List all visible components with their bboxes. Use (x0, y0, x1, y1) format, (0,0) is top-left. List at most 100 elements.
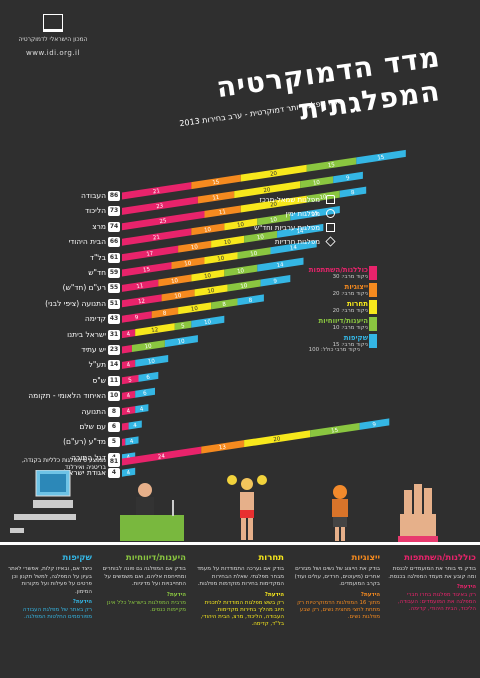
party-label: התנועה (81, 406, 106, 416)
bar-segment (122, 438, 126, 446)
party-label: דגל התורה (71, 452, 106, 462)
explanation-text: בודק את הייצוג של נשים ושל מגזרים אחרים … (294, 566, 380, 587)
bar-value-label: 21 (153, 188, 161, 195)
bar-segment (204, 205, 241, 218)
boxer-icon (227, 475, 267, 540)
party-score-badge: 4 (108, 468, 120, 479)
category-max-score: ניקוד מרבי: 20 (332, 291, 368, 297)
bar-segment (122, 294, 162, 308)
bar-segment (244, 230, 278, 243)
party-label: עם שלם (79, 422, 106, 431)
bar-value-label: 15 (327, 162, 335, 169)
party-score-badge: 11 (108, 375, 120, 386)
party-score-badge: 55 (108, 283, 120, 294)
category-swatch (369, 283, 377, 297)
party-score-badge: 61 (108, 252, 120, 263)
category-max-score: ניקוד מרבי: 15 (332, 342, 368, 348)
bar-segment (227, 279, 261, 292)
category-name: היענות/דיווחיות (318, 317, 368, 325)
bar-value-label: 10 (184, 261, 192, 268)
bar-segment (122, 345, 132, 354)
party-score-badge: 51 (108, 298, 120, 309)
bar-segment (122, 467, 136, 477)
politician-at-desk-icon (120, 483, 184, 541)
bar-value-label: 8 (222, 302, 227, 309)
bar-segment (234, 181, 301, 199)
bar-segment (191, 315, 225, 328)
category-max-score: ניקוד מרבי: 20 (332, 308, 368, 314)
category-swatch (369, 317, 377, 331)
bar-segment (135, 387, 155, 398)
party-score-badge: 23 (108, 345, 120, 355)
party-score-badge: 5 (108, 437, 120, 448)
party-score-badge: 66 (108, 237, 120, 248)
explanation-title: שקיפות (62, 553, 92, 563)
bar-segment (244, 430, 311, 448)
bar-segment (237, 294, 264, 306)
bar-segment (174, 320, 192, 331)
category-legend-item: שקיפות ניקוד מרבי: 15 (306, 334, 368, 360)
party-label: האיחוד הלאומי - תקומה (28, 391, 106, 401)
party-label: יש עתיד (81, 345, 106, 354)
bar-segment (240, 195, 307, 213)
bar-value-label: 4 (133, 423, 138, 430)
bar-segment (257, 213, 291, 226)
explanation-text: כיצד אם, ובאיזו קלות, אפשרי לאתר בעיון ע… (8, 566, 92, 595)
category-explanations: שקיפות כיצד אם, ובאיזו קלות, אפשרי לאתר … (0, 545, 480, 678)
bar-segment (131, 340, 165, 353)
bar-value-label: 10 (148, 358, 156, 365)
party-group-label: מפלגות ימין (285, 210, 320, 218)
bar-value-label: 5 (181, 323, 186, 330)
bar-value-label: 10 (204, 227, 212, 234)
bar-segment (158, 274, 192, 287)
bar-segment (260, 275, 291, 287)
bar-segment (211, 298, 238, 310)
category-name: שקיפות (343, 334, 368, 342)
bar-segment (204, 252, 238, 265)
bar-segment (122, 311, 152, 323)
bar-segment (161, 289, 195, 302)
bar-value-label: 14 (296, 228, 304, 235)
did-you-know-text: רק באתר של מפלגת העבודה מפורסמים החלטות … (22, 607, 92, 620)
did-you-know-heading: הידעת? (166, 591, 186, 598)
bar-value-label: 10 (174, 293, 182, 300)
bar-value-label: 10 (207, 288, 215, 295)
bar-segment (178, 302, 212, 315)
category-legend-item: תחרות ניקוד מרבי: 20 (306, 300, 368, 326)
bar-value-label: 10 (204, 273, 212, 280)
org-url[interactable]: www.idi.org.il (26, 49, 80, 57)
bar-value-label: 23 (156, 203, 164, 210)
bar-value-label: 10 (144, 343, 152, 350)
party-score-badge: 81 (108, 457, 120, 467)
party-score-badge: 10 (108, 391, 120, 402)
explanation-text: בודק אם המפלגה גם פונה לבוחרים ומתייחסת … (102, 566, 186, 587)
bar-value-label: 20 (273, 436, 281, 443)
bar-segment (122, 279, 159, 292)
bar-segment (138, 371, 159, 382)
bar-segment (306, 157, 357, 172)
bar-value-label: 15 (377, 155, 385, 162)
bar-segment (359, 418, 390, 430)
max-total-label: ניקוד מרבי כולל: 100 (308, 347, 360, 353)
category-max-score: ניקוד מרבי: 30 (332, 274, 368, 280)
bar-value-label: 5 (128, 377, 133, 384)
party-score-badge: 6 (108, 422, 120, 432)
circle-icon (326, 209, 335, 218)
bar-segment (151, 307, 179, 319)
did-you-know-heading: הידעת? (360, 591, 380, 598)
bar-value-label: 10 (171, 278, 179, 285)
bar-value-label: 4 (126, 393, 131, 400)
bar-value-label: 14 (290, 245, 298, 252)
party-score-badge: 43 (108, 314, 120, 325)
bar-segment (339, 186, 367, 198)
bar-value-label: 10 (240, 283, 248, 290)
bar-segment (125, 436, 139, 446)
party-label: בל"ד (89, 252, 106, 262)
idi-logo: המכון הישראלי לדמוקרטיה www.idi.org.il (18, 14, 88, 57)
bar-segment (122, 446, 202, 466)
raised-hands-icon (398, 484, 438, 542)
bar-value-label: 9 (346, 175, 351, 182)
bar-value-label: 8 (163, 310, 168, 317)
party-group-label: מפלגות ערביות וחד"ש (254, 224, 320, 232)
bar-value-label: 9 (135, 315, 140, 322)
